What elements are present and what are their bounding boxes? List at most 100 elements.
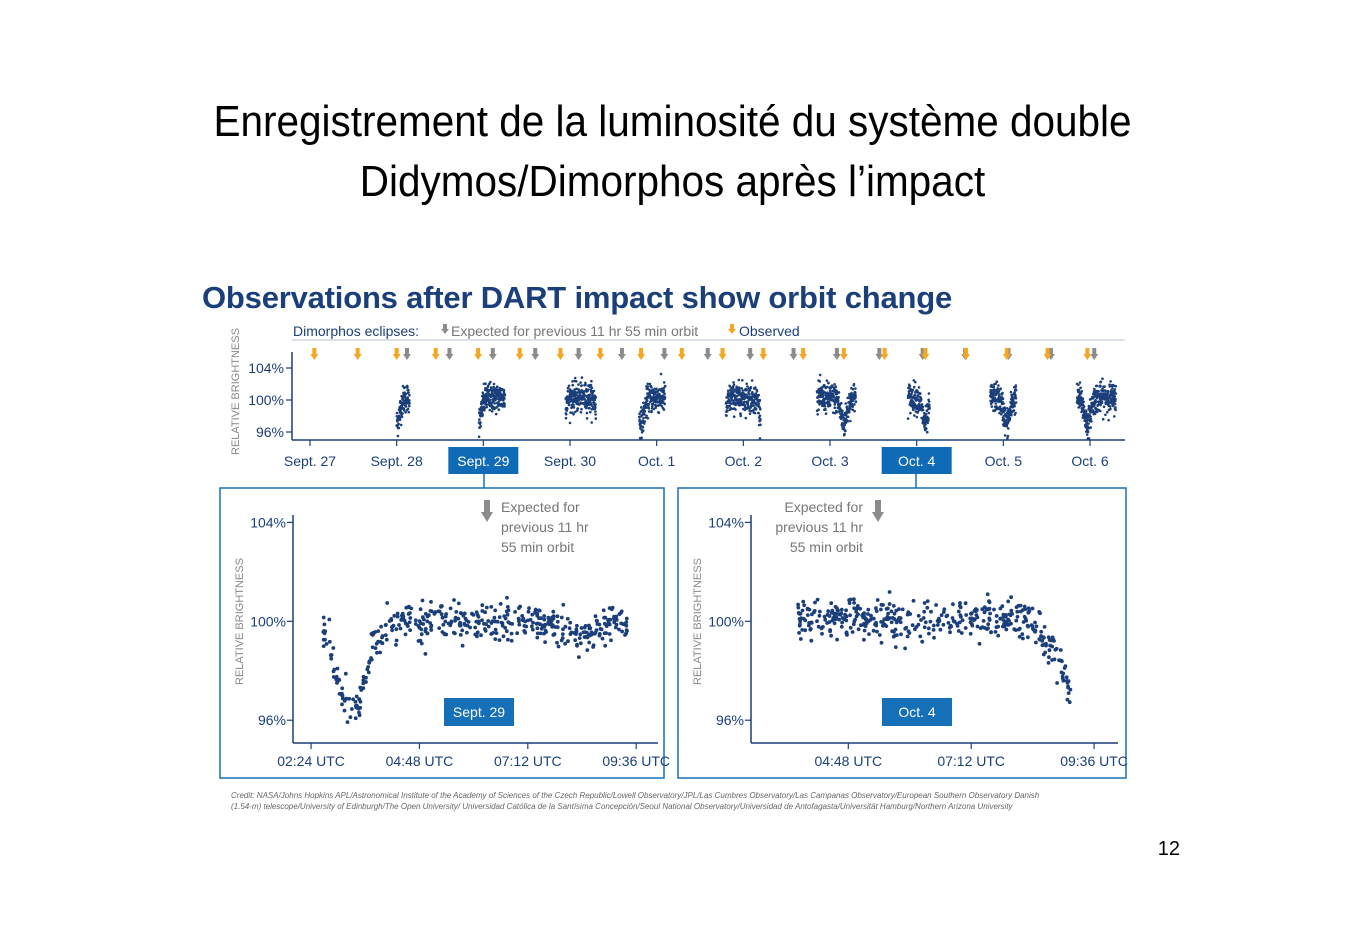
panel-data-point: [394, 638, 399, 643]
overview-data-point: [846, 415, 850, 419]
panel-data-point: [1034, 640, 1038, 645]
overview-data-point: [404, 405, 408, 408]
overview-data-point: [481, 413, 484, 416]
panel-data-point: [910, 623, 915, 628]
panel-data-point: [452, 598, 456, 602]
overview-data-point: [1014, 411, 1017, 415]
panel-data-point: [612, 614, 616, 619]
panel-data-point: [898, 620, 903, 625]
panel-data-point: [894, 619, 899, 623]
overview-data-point: [486, 384, 490, 388]
panel-data-point: [378, 650, 382, 655]
overview-data-point: [1079, 392, 1083, 395]
overview-data-point: [823, 405, 827, 408]
panel-data-point: [911, 598, 916, 603]
overview-data-point: [758, 437, 762, 440]
panel-data-point: [852, 619, 857, 624]
overview-data-point: [651, 402, 655, 406]
overview-data-point: [1086, 425, 1089, 428]
panel-data-point: [577, 636, 582, 640]
panel-data-point: [822, 614, 827, 619]
overview-data-point: [484, 382, 487, 386]
overview-data-point: [593, 398, 597, 402]
panel-xtick-label: 09:36 UTC: [1060, 753, 1128, 769]
panel-data-point: [606, 619, 611, 623]
panel-data-point: [944, 614, 949, 619]
panel-data-point: [1044, 641, 1048, 646]
panel-data-point: [432, 612, 437, 616]
expected-eclipse-arrow-icon: [531, 348, 540, 360]
panel-xtick-label: 02:24 UTC: [277, 753, 345, 769]
overview-data-point: [843, 432, 846, 436]
observed-eclipse-arrow-icon: [310, 348, 319, 360]
panel-label: Sept. 29: [453, 704, 505, 720]
panel-data-point: [858, 606, 863, 611]
panel-data-point: [376, 629, 381, 633]
overview-data-point: [733, 401, 737, 405]
overview-data-point: [1006, 434, 1010, 438]
observed-eclipse-arrow-icon: [677, 348, 686, 360]
overview-data-point: [1102, 405, 1106, 409]
overview-data-point: [395, 411, 399, 415]
overview-data-point: [585, 417, 589, 420]
overview-data-point: [503, 394, 507, 397]
overview-xtick-label: Oct. 2: [725, 453, 763, 469]
panel-data-point: [448, 606, 453, 611]
overview-data-point: [402, 386, 406, 390]
panel-data-point: [340, 693, 345, 698]
panel-data-point: [969, 617, 974, 621]
overview-data-point: [565, 413, 568, 416]
panel-data-point: [866, 607, 871, 612]
panel-data-point: [1033, 620, 1037, 625]
overview-data-point: [837, 391, 841, 394]
overview-data-point: [1009, 390, 1013, 394]
overview-xtick-label: Oct. 5: [985, 453, 1023, 469]
overview-data-point: [1100, 400, 1104, 404]
panel-data-point: [866, 612, 870, 616]
panel-data-point: [832, 621, 837, 626]
panel-data-point: [1042, 625, 1047, 629]
panel-data-point: [851, 622, 856, 627]
overview-data-point: [640, 436, 643, 440]
overview-data-point: [1106, 389, 1110, 393]
overview-data-point: [572, 403, 575, 407]
annotation-text-line: 55 min orbit: [501, 539, 574, 555]
overview-data-point: [565, 407, 569, 411]
panel-data-point: [484, 605, 489, 610]
panel-data-point: [1009, 595, 1013, 600]
overview-data-point: [408, 399, 411, 402]
overview-data-point: [1009, 409, 1012, 412]
panel-data-point: [394, 627, 399, 632]
panel-data-point: [862, 628, 867, 633]
panel-data-point: [429, 628, 434, 632]
overview-data-point: [745, 382, 748, 386]
overview-data-point: [594, 410, 597, 413]
overview-data-point: [1078, 393, 1081, 397]
overview-data-point: [757, 393, 761, 397]
overview-data-point: [477, 435, 481, 439]
overview-data-point: [1077, 383, 1080, 387]
overview-data-point: [649, 396, 653, 400]
panel-data-point: [817, 609, 822, 614]
panel-data-point: [413, 622, 418, 626]
observed-eclipse-arrow-icon: [556, 348, 565, 360]
panel-data-point: [1012, 627, 1017, 631]
panel-data-point: [587, 640, 592, 645]
panel-data-point: [873, 622, 877, 627]
panel-data-point: [625, 629, 629, 633]
panel-data-point: [805, 607, 810, 612]
panel-data-point: [475, 613, 480, 617]
panel-data-point: [829, 601, 834, 606]
panel-data-point: [619, 621, 624, 626]
overview-data-point: [1007, 427, 1010, 430]
overview-data-point: [994, 382, 997, 386]
panel-data-point: [500, 623, 505, 628]
expected-eclipse-arrow-icon: [660, 348, 669, 360]
overview-data-point: [824, 412, 828, 416]
overview-data-point: [741, 379, 744, 382]
expected-eclipse-arrow-icon: [703, 348, 712, 360]
detail-panel-sept29: RELATIVE BRIGHTNESS 104% 100% 96% 02:24 UTC 0…: [219, 487, 670, 779]
overview-data-point: [1109, 380, 1112, 383]
overview-data-point: [752, 399, 756, 402]
panel-data-point: [483, 610, 487, 615]
